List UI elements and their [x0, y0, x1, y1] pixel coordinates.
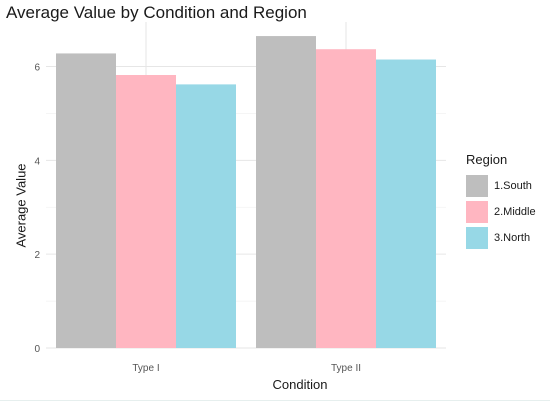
- bar-2-middle-2: [316, 49, 376, 349]
- legend-title: Region: [466, 152, 508, 167]
- x-tick-labels: Type I Type II: [132, 363, 361, 374]
- bar-1-south-2: [256, 36, 316, 349]
- divider: [0, 400, 550, 401]
- y-tick-labels: 0 2 4 6: [34, 63, 40, 355]
- x-tick-label: Type I: [132, 363, 159, 374]
- bars: [56, 36, 436, 349]
- x-tick-label: Type II: [331, 363, 361, 374]
- legend: Region 1.South 2.Middle 3.North: [466, 152, 546, 251]
- legend-swatch: [466, 201, 488, 223]
- legend-label: 1.South: [494, 180, 532, 192]
- bar-3-north-2: [376, 59, 436, 349]
- legend-label: 3.North: [494, 232, 531, 244]
- legend-swatch: [466, 227, 488, 249]
- y-tick-label: 0: [34, 344, 40, 355]
- y-axis-label: Average Value: [13, 163, 29, 248]
- bar-2-middle-1: [116, 75, 176, 348]
- legend-item: 1.South: [466, 173, 546, 199]
- legend-item: 3.North: [466, 225, 546, 251]
- legend-swatch: [466, 175, 488, 197]
- legend-label: 2.Middle: [494, 206, 536, 218]
- y-tick-label: 2: [34, 250, 40, 261]
- chart-title: Average Value by Condition and Region: [6, 3, 307, 22]
- y-tick-label: 6: [34, 63, 40, 74]
- bar-3-north-1: [176, 84, 236, 348]
- x-axis-label: Condition: [272, 377, 328, 392]
- y-tick-label: 4: [34, 156, 40, 167]
- bar-1-south-1: [56, 53, 116, 348]
- legend-item: 2.Middle: [466, 199, 546, 225]
